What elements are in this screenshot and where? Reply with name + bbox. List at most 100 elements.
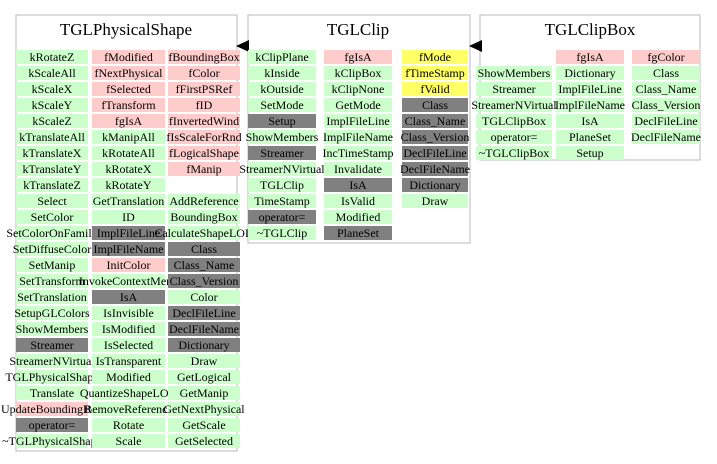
- member-name: IncTimeStamp: [323, 146, 394, 160]
- member-cell: [248, 82, 316, 96]
- member-cell: [92, 50, 165, 64]
- member-name: fID: [196, 98, 213, 112]
- member-cell: [632, 82, 700, 96]
- member-name: kScaleZ: [32, 114, 71, 128]
- member-cell: [402, 146, 468, 160]
- member-name: ~TGLClip: [257, 226, 308, 240]
- member-cell: [16, 306, 88, 320]
- member-name: fSelected: [106, 82, 151, 96]
- member-cell: [324, 50, 392, 64]
- member-cell: [168, 130, 240, 144]
- member-name: SetupGLColors: [14, 306, 90, 320]
- member-name: IsValid: [341, 194, 375, 208]
- member-cell: [16, 194, 88, 208]
- member-cell: [168, 370, 240, 384]
- member-name: kInside: [264, 66, 299, 80]
- member-name: Class_Version: [632, 98, 701, 112]
- class-title: TGLClipBox: [545, 20, 636, 39]
- member-cell: [92, 242, 165, 256]
- member-name: ImplFileLine: [326, 114, 389, 128]
- member-name: ~TGLClipBox: [479, 146, 550, 160]
- member-name: Setup: [576, 146, 603, 160]
- member-name: Invalidate: [334, 162, 382, 176]
- member-cell: [168, 434, 240, 448]
- member-cell: [168, 98, 240, 112]
- member-cell: [92, 306, 165, 320]
- member-name: Class: [191, 242, 217, 256]
- member-name: fIsScaleForRnd: [166, 130, 241, 144]
- member-cell: [402, 114, 468, 128]
- member-cell: [556, 98, 624, 112]
- member-cell: [16, 210, 88, 224]
- member-name: Class_Name: [174, 258, 235, 272]
- member-cell: [248, 66, 316, 80]
- member-cell: [324, 194, 392, 208]
- member-cell: [168, 402, 240, 416]
- member-cell: [632, 66, 700, 80]
- member-cell: [168, 338, 240, 352]
- member-name: DeclFileName: [400, 162, 470, 176]
- member-name: Setup: [268, 114, 295, 128]
- member-name: IsModified: [102, 322, 155, 336]
- member-name: SetColorOnFamily: [6, 226, 97, 240]
- member-cell: [168, 258, 240, 272]
- member-name: fValid: [420, 82, 449, 96]
- member-cell: [16, 274, 88, 288]
- member-cell: [16, 114, 88, 128]
- member-cell: [248, 50, 316, 64]
- member-name: Class: [422, 98, 448, 112]
- member-name: IsSelected: [104, 338, 153, 352]
- member-name: GetManip: [180, 386, 229, 400]
- member-cell: [92, 290, 165, 304]
- member-cell: [16, 370, 88, 384]
- member-name: RemoveReference: [84, 402, 173, 416]
- member-cell: [556, 146, 624, 160]
- member-cell: [632, 98, 700, 112]
- member-name: fBoundingBox: [168, 50, 239, 64]
- member-name: ShowMembers: [16, 322, 89, 336]
- member-cell: [168, 322, 240, 336]
- member-name: kTranslateAll: [19, 130, 85, 144]
- class-title: TGLPhysicalShape: [60, 20, 192, 39]
- member-cell: [168, 226, 240, 240]
- member-cell: [476, 146, 552, 160]
- member-name: fFirstPSRef: [176, 82, 233, 96]
- member-name: kManipAll: [102, 130, 155, 144]
- member-cell: [324, 130, 392, 144]
- member-cell: [476, 82, 552, 96]
- member-cell: [92, 82, 165, 96]
- class-box: [247, 14, 471, 244]
- member-name: ID: [122, 210, 135, 224]
- member-cell: [16, 242, 88, 256]
- member-name: GetLogical: [177, 370, 232, 384]
- member-cell: [248, 194, 316, 208]
- member-name: InvokeContextMenu: [79, 274, 178, 288]
- member-cell: [16, 226, 88, 240]
- member-name: fInvertedWind: [169, 114, 239, 128]
- member-name: ImplFileName: [555, 98, 625, 112]
- member-cell: [168, 146, 240, 160]
- member-cell: [92, 194, 165, 208]
- member-cell: [92, 258, 165, 272]
- member-cell: [16, 322, 88, 336]
- member-name: Class: [653, 66, 679, 80]
- member-cell: [16, 98, 88, 112]
- member-name: TGLPhysicalShape: [5, 370, 98, 384]
- member-cell: [324, 226, 392, 240]
- member-cell: [92, 114, 165, 128]
- member-cell: [402, 178, 468, 192]
- member-cell: [168, 386, 240, 400]
- member-cell: [324, 146, 392, 160]
- member-name: kTranslateZ: [23, 178, 81, 192]
- member-cell: [248, 98, 316, 112]
- member-cell: [16, 290, 88, 304]
- member-name: ShowMembers: [246, 130, 319, 144]
- class-contents: TGLPhysicalShape kRotateZ kScaleAll kScaleX…: [1, 20, 701, 448]
- member-cell: [402, 194, 468, 208]
- member-name: IsA: [120, 290, 138, 304]
- member-cell: [476, 98, 552, 112]
- member-name: kClipPlane: [255, 50, 308, 64]
- member-cell: [402, 82, 468, 96]
- member-cell: [476, 130, 552, 144]
